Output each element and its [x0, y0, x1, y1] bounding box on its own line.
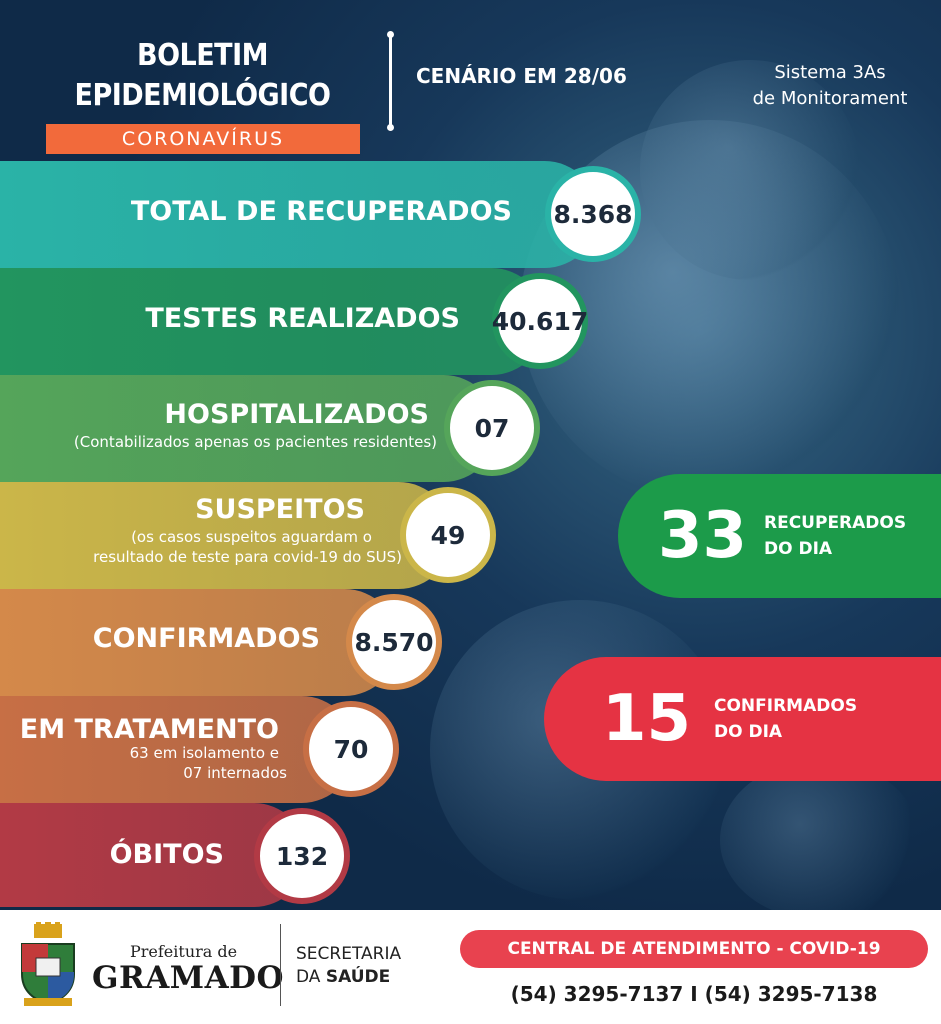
stat-value-confirmed: 8.570: [346, 594, 442, 690]
stat-value-recovered: 8.368: [545, 166, 641, 262]
monitoring-system: Sistema 3As de Monitorament: [740, 60, 920, 112]
bulletin-title: BOLETIM EPIDEMIOLÓGICO: [74, 38, 331, 113]
secretaria-label: SECRETARIA: [296, 944, 402, 964]
confirmed-today-value: 15: [602, 682, 692, 756]
secretaria-saude: SAÚDE: [325, 967, 391, 987]
stat-label: TESTES REALIZADOS: [145, 303, 460, 334]
stat-note-line1: 63 em isolamento e: [129, 744, 279, 762]
recovered-today-label-line2: DO DIA: [764, 539, 833, 559]
confirmed-today-label-line2: DO DIA: [714, 722, 783, 742]
bulletin-header: BOLETIM EPIDEMIOLÓGICO CORONAVÍRUS: [40, 36, 365, 154]
city-coat-of-arms-icon: [21, 922, 75, 1006]
confirmed-today-label-line1: CONFIRMADOS: [714, 696, 858, 716]
footer-divider: [280, 924, 281, 1006]
bulletin-subtitle: CORONAVÍRUS: [46, 124, 360, 154]
stat-value-hospitalized: 07: [444, 380, 540, 476]
stat-band-suspected: SUSPEITOS (os casos suspeitos aguardam o…: [0, 482, 452, 589]
hotline-banner: CENTRAL DE ATENDIMENTO - COVID-19: [460, 930, 928, 968]
stat-label: CONFIRMADOS: [92, 623, 320, 654]
stat-value-deaths: 132: [254, 808, 350, 904]
recovered-today-value: 33: [658, 499, 748, 573]
stat-value-tests: 40.617: [492, 273, 588, 369]
stat-band-recovered: TOTAL DE RECUPERADOS: [0, 161, 598, 268]
virus-illustration: [640, 60, 860, 280]
hotline-phones: (54) 3295-7137 I (54) 3295-7138: [510, 982, 878, 1006]
stat-band-tests: TESTES REALIZADOS: [0, 268, 545, 375]
stat-band-in-treatment: EM TRATAMENTO 63 em isolamento e 07 inte…: [0, 696, 355, 803]
stat-note-line2: resultado de teste para covid-19 do SUS): [93, 548, 402, 566]
secretaria-da: DA: [296, 967, 321, 987]
stat-value-suspected: 49: [400, 487, 496, 583]
recovered-today-label-line1: RECUPERADOS: [764, 513, 907, 533]
header-divider: [387, 31, 394, 131]
stat-value-in-treatment: 70: [303, 701, 399, 797]
stat-label: ÓBITOS: [109, 839, 224, 870]
secretaria-saude-label: DA SAÚDE: [296, 967, 390, 987]
city-name: GRAMADO: [92, 960, 285, 996]
recovered-today-badge: 33 RECUPERADOS DO DIA: [618, 474, 941, 598]
stat-note-line1: (os casos suspeitos aguardam o: [131, 528, 372, 546]
stat-label: HOSPITALIZADOS: [164, 399, 429, 430]
stat-band-hospitalized: HOSPITALIZADOS (Contabilizados apenas os…: [0, 375, 497, 482]
scenario-date: CENÁRIO EM 28/06: [416, 64, 627, 88]
monitoring-system-line2: de Monitorament: [752, 88, 908, 109]
stat-note-line2: 07 internados: [183, 764, 287, 782]
prefeitura-label: Prefeitura de: [130, 942, 238, 961]
stat-label: TOTAL DE RECUPERADOS: [130, 196, 512, 227]
stat-label: SUSPEITOS: [195, 494, 365, 525]
stat-label: EM TRATAMENTO: [19, 714, 279, 745]
virus-illustration: [720, 760, 920, 920]
confirmed-today-badge: 15 CONFIRMADOS DO DIA: [544, 657, 941, 781]
stat-band-confirmed: CONFIRMADOS: [0, 589, 398, 696]
stat-note: (Contabilizados apenas os pacientes resi…: [73, 433, 437, 451]
monitoring-system-line1: Sistema 3As: [774, 62, 886, 83]
